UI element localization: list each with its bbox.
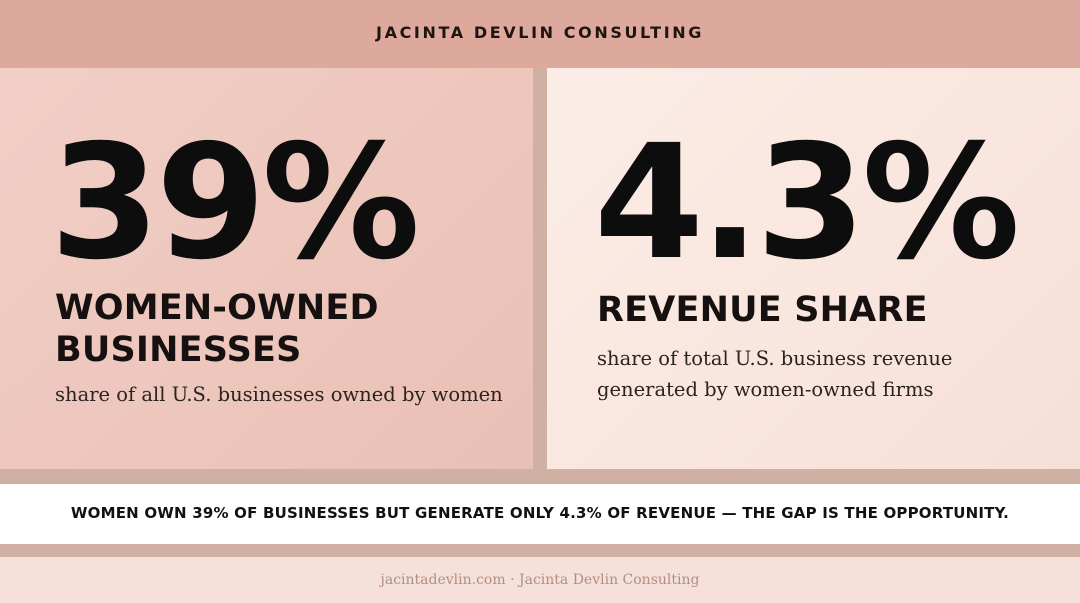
stat-description: share of total U.S. business revenue gen… xyxy=(597,347,953,401)
stat-description: share of all U.S. businesses owned by wo… xyxy=(55,383,503,406)
stat-panel-women-owned: 39% WOMEN-OWNED BUSINESSES share of all … xyxy=(0,68,533,469)
stat-panel-revenue-share: 4.3% REVENUE SHARE share of total U.S. b… xyxy=(547,68,1080,469)
footer: jacintadevlin.com · Jacinta Devlin Consu… xyxy=(0,557,1080,603)
stat-value: 4.3% xyxy=(594,111,1020,295)
stat-label: REVENUE SHARE xyxy=(597,290,928,330)
stat-label: WOMEN-OWNED BUSINESSES xyxy=(55,288,379,370)
header-bar: JACINTA DEVLIN CONSULTING xyxy=(0,0,1080,68)
key-takeaway-banner: WOMEN OWN 39% OF BUSINESSES BUT GENERATE… xyxy=(0,484,1080,544)
brand-title: JACINTA DEVLIN CONSULTING xyxy=(376,22,704,42)
stat-value: 39% xyxy=(50,111,420,295)
banner-text: WOMEN OWN 39% OF BUSINESSES BUT GENERATE… xyxy=(70,503,1010,522)
footer-text: jacintadevlin.com · Jacinta Devlin Consu… xyxy=(380,572,700,588)
